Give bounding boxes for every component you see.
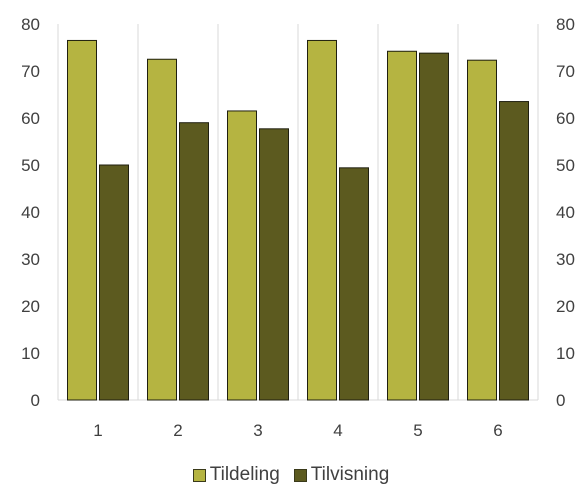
secondary-y-tick-label: 10 [556,344,575,363]
y-tick-label: 50 [21,156,40,175]
bar-tilvisning-6 [499,101,529,401]
secondary-y-tick-label: 60 [556,109,575,128]
y-tick-label: 80 [21,15,40,34]
bar-tildeling-6 [467,59,497,401]
bar-tilvisning-5 [419,52,449,401]
secondary-y-tick-label: 80 [556,15,575,34]
bar-tildeling-4 [307,39,337,401]
secondary-y-tick-label: 50 [556,156,575,175]
y-tick-label: 20 [21,297,40,316]
x-tick-label: 4 [333,421,342,440]
bar-tildeling-2 [147,58,177,401]
y-tick-label: 10 [21,344,40,363]
x-tick-label: 1 [93,421,102,440]
y-tick-label: 30 [21,250,40,269]
bar-tilvisning-2 [179,122,209,401]
bar-tilvisning-4 [339,167,369,401]
secondary-y-tick-label: 0 [556,391,565,410]
secondary-y-tick-label: 70 [556,62,575,81]
x-tick-label: 3 [253,421,262,440]
legend: Tildeling Tilvisning [0,464,582,486]
legend-item-tildeling: Tildeling [192,464,280,486]
bar-tilvisning-1 [99,164,129,401]
legend-swatch-tilvisning [293,468,307,482]
secondary-y-tick-label: 30 [556,250,575,269]
legend-item-tilvisning: Tilvisning [293,464,390,486]
x-tick-label: 2 [173,421,182,440]
secondary-y-tick-label: 20 [556,297,575,316]
x-tick-label: 6 [493,421,502,440]
legend-label-tilvisning: Tilvisning [310,464,390,485]
bar-tilvisning-3 [259,128,289,401]
secondary-y-tick-label: 40 [556,203,575,222]
y-tick-label: 60 [21,109,40,128]
y-tick-label: 0 [31,391,40,410]
bar-tildeling-5 [387,50,417,401]
y-tick-label: 40 [21,203,40,222]
legend-label-tildeling: Tildeling [209,464,280,485]
bar-tildeling-3 [227,110,257,401]
legend-swatch-tildeling [192,468,206,482]
bar-tildeling-1 [67,39,97,401]
bar-chart: 0 10 20 30 40 50 60 70 80 80 70 60 50 40 30 20 10 0 1 2 3 4 5 6 [21,15,575,440]
y-tick-label: 70 [21,62,40,81]
x-tick-label: 5 [413,421,422,440]
